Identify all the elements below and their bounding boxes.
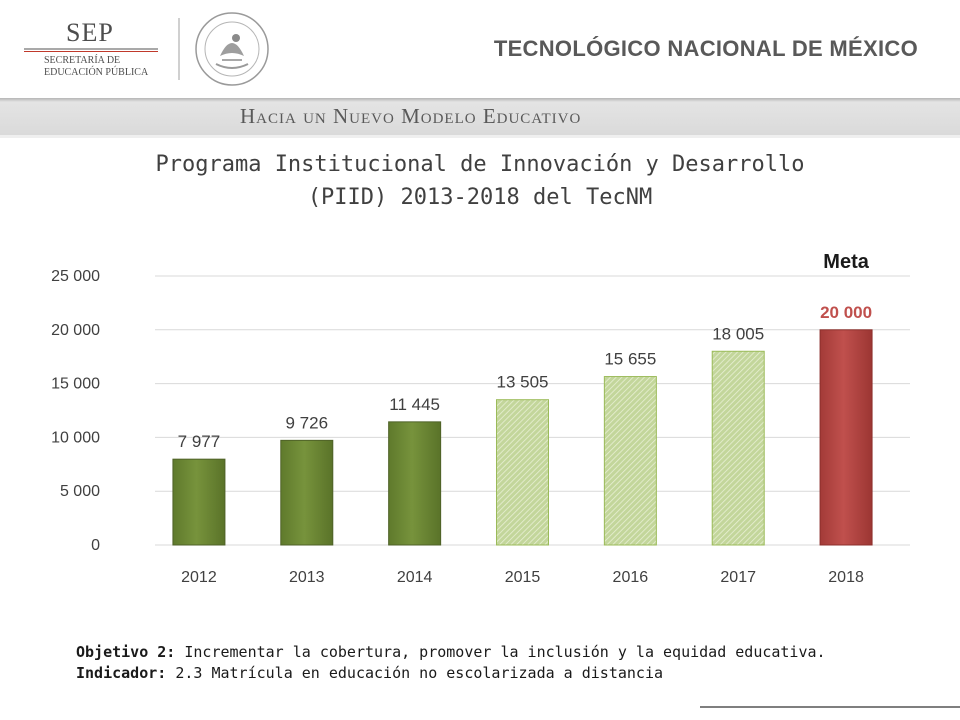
bar-value-label: 20 000 [820, 303, 872, 322]
y-tick-label: 25 000 [51, 268, 100, 285]
bar-2014 [388, 421, 442, 546]
x-tick-label: 2014 [397, 569, 433, 586]
slide-title-line2: (PIID) 2013-2018 del TecNM [307, 185, 653, 210]
bar-2016 [603, 376, 657, 546]
indicator-line: Indicador: 2.3 Matrícula en educación no… [76, 663, 926, 684]
bar-2017 [711, 350, 765, 546]
bar-value-label: 13 505 [497, 373, 549, 392]
slide-title: Programa Institucional de Innovación y D… [0, 148, 960, 214]
x-tick-label: 2017 [720, 569, 756, 586]
x-tick-label: 2015 [505, 569, 541, 586]
sep-logo: SEP SECRETARÍA DE EDUCACIÓN PÚBLICA [22, 14, 172, 84]
x-tick-label: 2016 [613, 569, 649, 586]
y-tick-label: 0 [91, 537, 100, 554]
y-tick-label: 20 000 [51, 322, 100, 339]
section-band [0, 98, 960, 135]
sep-logo-name: SEP [66, 18, 114, 47]
band-title: Hacia un Nuevo Modelo Educativo [240, 104, 582, 128]
goal-annotation: Meta [823, 251, 869, 273]
sep-logo-rule [24, 48, 158, 50]
sep-logo-line2: EDUCACIÓN PÚBLICA [44, 67, 149, 78]
footer-rule [700, 706, 960, 708]
slide-title-line1: Programa Institucional de Innovación y D… [155, 152, 805, 177]
bar-value-label: 7 977 [178, 432, 221, 451]
y-tick-label: 10 000 [51, 429, 100, 446]
bar-2012 [172, 458, 226, 546]
bar-value-label: 11 445 [389, 395, 440, 414]
indicator-text: 2.3 Matrícula en educación no escolariza… [175, 664, 664, 682]
bar-2013 [280, 439, 334, 546]
sep-logo-rule-red [24, 51, 158, 52]
bar-value-label: 18 005 [712, 324, 764, 343]
bar-value-label: 15 655 [604, 350, 656, 369]
x-tick-label: 2018 [828, 569, 864, 586]
bar-2018 [819, 329, 873, 546]
indicator-label: Indicador: [76, 664, 167, 682]
y-tick-label: 15 000 [51, 376, 100, 393]
mexico-coat-of-arms-icon [195, 12, 269, 86]
objective-line: Objetivo 2: Incrementar la cobertura, pr… [76, 642, 926, 663]
objective-label: Objetivo 2: [76, 643, 176, 661]
objective-text: Incrementar la cobertura, promover la in… [184, 643, 826, 661]
footer-text: Objetivo 2: Incrementar la cobertura, pr… [76, 642, 926, 684]
header: SEP SECRETARÍA DE EDUCACIÓN PÚBLICA TECN… [0, 0, 960, 98]
y-tick-label: 5 000 [60, 483, 100, 500]
section-band-shadow [0, 135, 960, 138]
institution-title: TECNOLÓGICO NACIONAL DE MÉXICO [493, 36, 918, 61]
x-tick-label: 2013 [289, 569, 325, 586]
header-divider [178, 18, 180, 80]
bar-value-label: 9 726 [286, 413, 329, 432]
enrollment-bar-chart: 0 5 000 10 000 15 000 20 000 25 000 7 977 2012 9… [51, 251, 910, 586]
bar-2015 [496, 399, 549, 546]
sep-logo-line1: SECRETARÍA DE [44, 55, 121, 66]
x-tick-label: 2012 [181, 569, 217, 586]
